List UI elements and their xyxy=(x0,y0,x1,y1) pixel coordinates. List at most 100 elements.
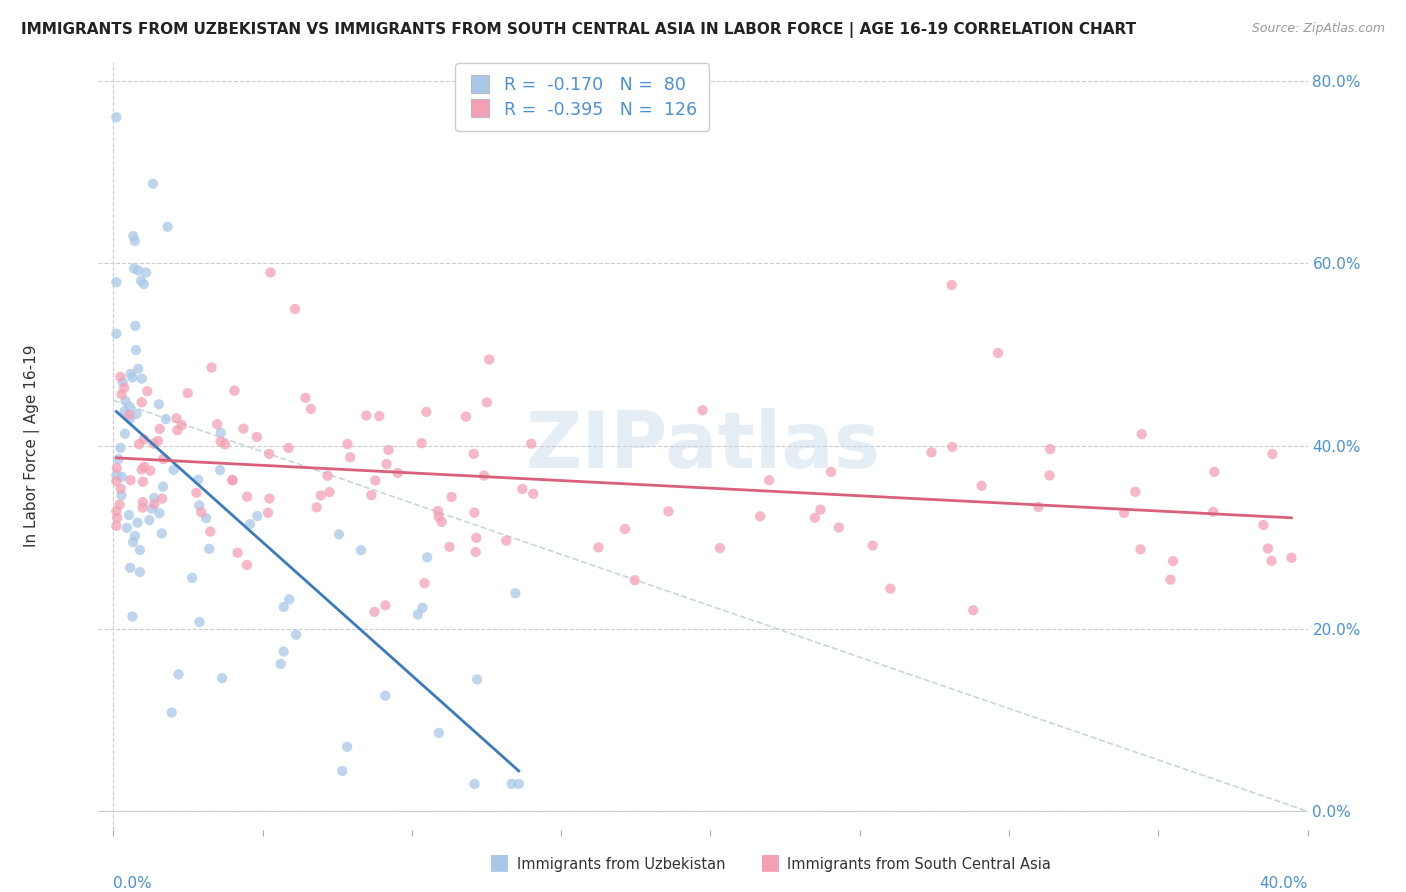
Point xyxy=(132,277,155,291)
Point xyxy=(214,437,236,451)
Point xyxy=(226,546,249,560)
Point xyxy=(190,505,212,519)
Point xyxy=(588,541,610,555)
Point xyxy=(186,485,208,500)
Point xyxy=(336,739,359,754)
Text: ■: ■ xyxy=(761,853,780,872)
Text: Immigrants from South Central Asia: Immigrants from South Central Asia xyxy=(787,857,1052,872)
Point xyxy=(110,488,132,502)
Point xyxy=(129,543,152,558)
Point xyxy=(464,545,486,559)
Point xyxy=(284,301,307,316)
Point xyxy=(1260,554,1282,568)
Point xyxy=(236,558,259,572)
Point xyxy=(110,387,132,401)
Point xyxy=(211,671,233,685)
Text: Source: ZipAtlas.com: Source: ZipAtlas.com xyxy=(1251,22,1385,36)
Point xyxy=(1039,442,1062,456)
Point xyxy=(131,372,153,386)
Point xyxy=(129,274,152,288)
Point xyxy=(804,511,827,525)
Point xyxy=(105,326,128,341)
Point xyxy=(879,582,901,596)
Text: 40.0%: 40.0% xyxy=(1260,876,1308,890)
Point xyxy=(464,777,486,791)
Point xyxy=(1202,505,1225,519)
Point xyxy=(162,463,184,477)
Point xyxy=(143,491,166,505)
Legend: R =  -0.170   N =  80, R =  -0.395   N =  126: R = -0.170 N = 80, R = -0.395 N = 126 xyxy=(456,63,709,131)
Point xyxy=(111,375,134,389)
Point xyxy=(155,412,177,426)
Point xyxy=(150,491,173,506)
Point xyxy=(1257,541,1279,556)
Point xyxy=(200,360,222,375)
Point xyxy=(1204,465,1226,479)
Point xyxy=(200,524,222,539)
Point xyxy=(463,506,485,520)
Point xyxy=(209,434,232,449)
Point xyxy=(820,465,842,479)
Point xyxy=(127,263,149,277)
Point xyxy=(501,777,523,791)
Point xyxy=(135,266,157,280)
Point xyxy=(246,430,269,444)
Point xyxy=(1130,427,1153,442)
Point xyxy=(149,422,172,436)
Point xyxy=(472,468,495,483)
Point xyxy=(709,541,731,555)
Point xyxy=(105,110,128,124)
Point xyxy=(131,395,153,409)
Point xyxy=(118,561,141,575)
Point xyxy=(134,459,156,474)
Point xyxy=(294,391,316,405)
Point xyxy=(273,644,295,658)
Point xyxy=(285,628,308,642)
Point xyxy=(110,482,132,496)
Text: 0.0%: 0.0% xyxy=(114,876,152,890)
Point xyxy=(427,726,450,740)
Point xyxy=(122,535,145,549)
Point xyxy=(181,571,204,585)
Point xyxy=(105,519,128,533)
Text: IMMIGRANTS FROM UZBEKISTAN VS IMMIGRANTS FROM SOUTH CENTRAL ASIA IN LABOR FORCE : IMMIGRANTS FROM UZBEKISTAN VS IMMIGRANTS… xyxy=(21,22,1136,38)
Point xyxy=(1026,500,1049,514)
Point xyxy=(105,504,128,518)
Point xyxy=(122,261,145,276)
Point xyxy=(257,506,280,520)
Point xyxy=(150,526,173,541)
Point xyxy=(148,506,170,520)
Point xyxy=(505,586,527,600)
Point xyxy=(259,491,281,506)
Point xyxy=(166,423,188,437)
Point xyxy=(406,607,429,622)
Point xyxy=(224,384,246,398)
Point xyxy=(146,434,169,448)
Text: In Labor Force | Age 16-19: In Labor Force | Age 16-19 xyxy=(24,344,39,548)
Point xyxy=(120,367,142,381)
Point xyxy=(758,473,780,487)
Point xyxy=(120,473,142,487)
Point xyxy=(142,436,165,450)
Point xyxy=(114,426,136,441)
Point xyxy=(987,346,1010,360)
Point xyxy=(236,490,259,504)
Point xyxy=(374,599,396,613)
Point xyxy=(623,573,645,587)
Point xyxy=(132,495,155,509)
Point xyxy=(259,265,281,279)
Point xyxy=(316,468,339,483)
Point xyxy=(112,381,135,395)
Point xyxy=(962,603,984,617)
Point xyxy=(411,600,433,615)
Point xyxy=(810,502,832,516)
Point xyxy=(111,470,134,484)
Point xyxy=(108,498,131,512)
Point xyxy=(121,609,143,624)
Point xyxy=(188,615,211,629)
Point xyxy=(160,706,183,720)
Point xyxy=(439,540,461,554)
Point xyxy=(105,511,128,525)
Point xyxy=(195,511,218,525)
Point xyxy=(941,440,963,454)
